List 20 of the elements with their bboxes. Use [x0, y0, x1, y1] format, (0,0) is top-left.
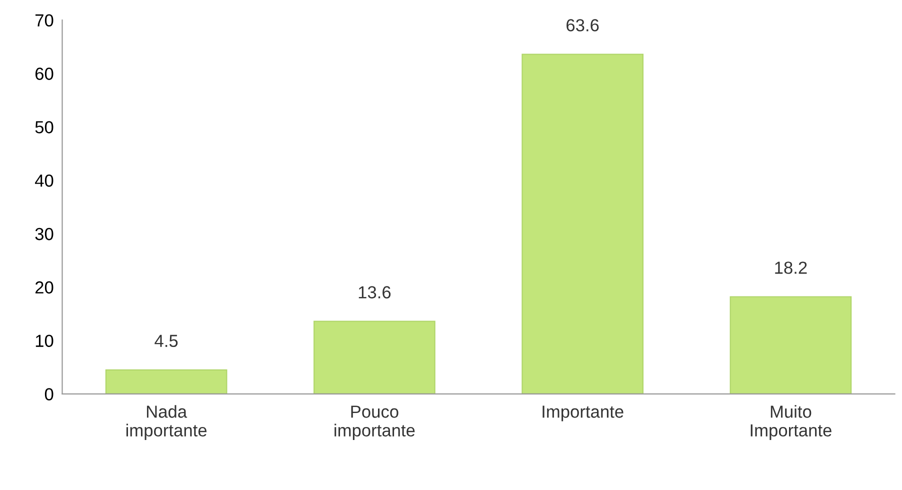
x-tick-label: Muito Importante — [750, 405, 832, 440]
data-label: 18.2 — [775, 262, 807, 274]
y-tick-label: 40 — [34, 174, 54, 187]
y-tick-label: 30 — [35, 228, 54, 240]
bar — [522, 54, 644, 394]
data-label: 13.6 — [358, 286, 391, 298]
y-tick-label: 10 — [36, 334, 54, 348]
bar — [314, 320, 436, 394]
data-label: 4.5 — [154, 334, 178, 348]
x-tick-label: Importante — [542, 406, 624, 422]
x-tick-label: Nada importante — [126, 405, 207, 440]
y-tick-label: 60 — [35, 68, 54, 80]
bar — [105, 369, 228, 394]
y-tick-label: 20 — [35, 281, 54, 294]
x-tick-label: Pouco importante — [334, 406, 415, 440]
y-tick-label: 0 — [44, 388, 54, 400]
y-tick-label: 50 — [35, 121, 54, 134]
y-tick-label: 70 — [35, 14, 54, 27]
data-label: 63.6 — [566, 19, 599, 32]
bar — [730, 296, 852, 394]
